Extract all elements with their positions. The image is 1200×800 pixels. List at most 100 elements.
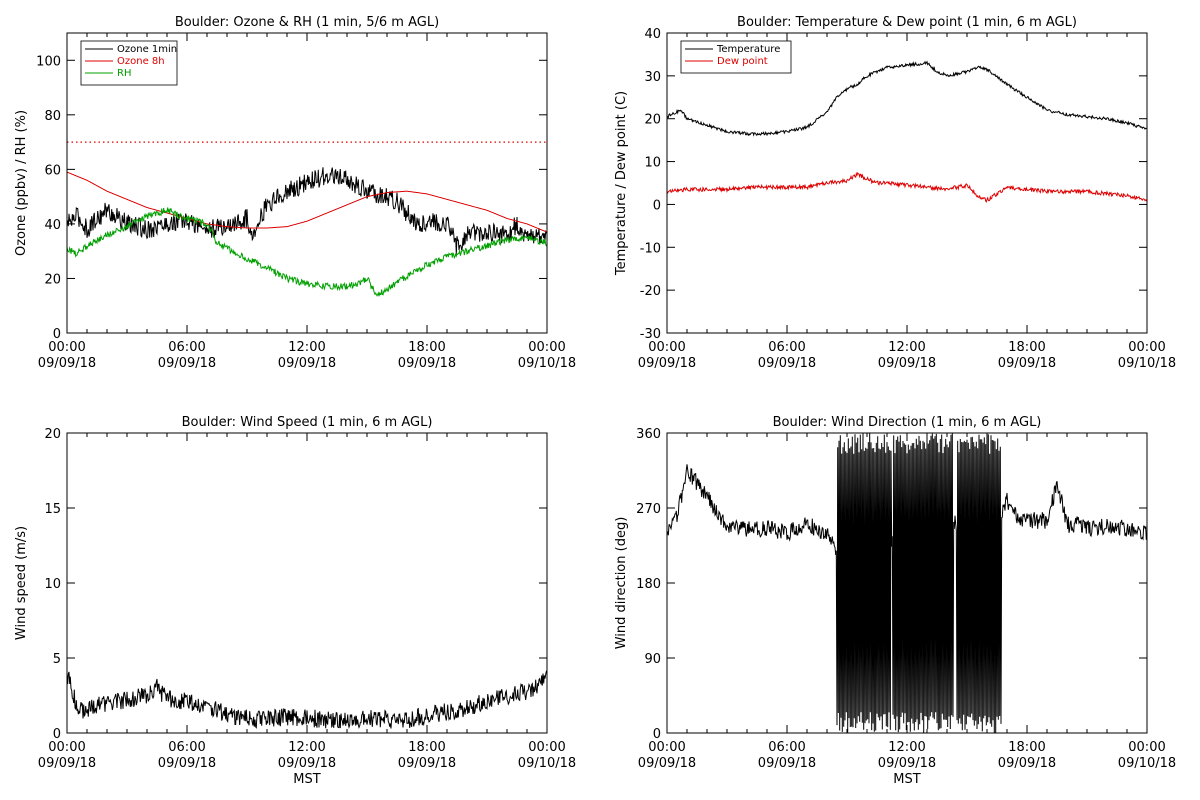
x-tick-date-label: 09/10/18 <box>1118 356 1176 371</box>
y-tick-label: 60 <box>44 163 61 178</box>
y-tick-label: 15 <box>44 502 61 517</box>
legend-label: RH <box>117 68 131 79</box>
x-tick-date-label: 09/09/18 <box>38 756 96 771</box>
x-tick-time-label: 00:00 <box>528 740 565 755</box>
x-tick-date-label: 09/10/18 <box>518 756 576 771</box>
chart-panel-4: Boulder: Wind Direction (1 min, 6 m AGL)… <box>614 415 1176 787</box>
legend-box <box>680 40 792 74</box>
plot-area <box>67 670 547 729</box>
legend-label: Temperature <box>716 44 780 55</box>
y-tick-label: 10 <box>44 577 61 592</box>
plot-frame <box>66 32 548 334</box>
series-line-1 <box>67 167 547 254</box>
legend-box <box>80 40 178 86</box>
x-tick-time-label: 12:00 <box>888 340 925 355</box>
x-tick-date-label: 09/09/18 <box>158 756 216 771</box>
y-tick-label: 0 <box>653 198 661 213</box>
x-tick-time-label: 06:00 <box>768 340 805 355</box>
series-line-1 <box>667 60 1147 137</box>
plot-frame <box>666 32 1148 334</box>
y-tick-label: 0 <box>53 327 61 342</box>
x-tick-time-label: 12:00 <box>888 740 925 755</box>
y-tick-label: 100 <box>36 54 61 69</box>
y-tick-label: 40 <box>44 218 61 233</box>
chart-title: Boulder: Wind Direction (1 min, 6 m AGL) <box>773 415 1042 430</box>
x-tick-date-label: 09/09/18 <box>278 756 336 771</box>
series-line-1 <box>67 670 547 729</box>
chart-title: Boulder: Wind Speed (1 min, 6 m AGL) <box>182 415 433 430</box>
x-tick-date-label: 09/09/18 <box>278 356 336 371</box>
x-tick-time-label: 12:00 <box>288 340 325 355</box>
x-tick-time-label: 18:00 <box>408 740 445 755</box>
x-tick-time-label: 00:00 <box>528 340 565 355</box>
x-tick-date-label: 09/09/18 <box>398 756 456 771</box>
y-tick-label: 90 <box>644 652 661 667</box>
x-tick-time-label: 18:00 <box>1008 340 1045 355</box>
y-tick-label: 0 <box>53 727 61 742</box>
x-tick-date-label: 09/09/18 <box>398 356 456 371</box>
y-tick-label: 0 <box>653 727 661 742</box>
y-tick-label: 270 <box>636 502 661 517</box>
x-tick-time-label: 18:00 <box>1008 740 1045 755</box>
chart-panel-2: Boulder: Temperature & Dew point (1 min,… <box>614 15 1176 371</box>
x-tick-date-label: 09/09/18 <box>998 356 1056 371</box>
x-tick-time-label: 00:00 <box>48 340 85 355</box>
x-tick-date-label: 09/09/18 <box>998 756 1056 771</box>
y-tick-label: 20 <box>44 427 61 442</box>
x-tick-time-label: 00:00 <box>1128 340 1165 355</box>
y-tick-label: 80 <box>44 109 61 124</box>
y-axis-label: Wind speed (m/s) <box>14 526 29 640</box>
x-tick-date-label: 09/09/18 <box>878 756 936 771</box>
x-tick-date-label: 09/10/18 <box>518 356 576 371</box>
y-tick-label: -30 <box>640 327 661 342</box>
y-tick-label: 20 <box>44 272 61 287</box>
y-tick-label: 360 <box>636 427 661 442</box>
y-tick-label: 180 <box>636 577 661 592</box>
x-axis-label: MST <box>893 772 920 787</box>
x-tick-date-label: 09/09/18 <box>758 756 816 771</box>
chart-title: Boulder: Temperature & Dew point (1 min,… <box>737 15 1077 30</box>
x-axis-label: MST <box>293 772 320 787</box>
legend-label: Dew point <box>717 56 768 67</box>
legend-label: Ozone 8h <box>117 56 165 67</box>
legend-label: Ozone 1min <box>117 44 177 55</box>
x-tick-time-label: 18:00 <box>408 340 445 355</box>
x-tick-time-label: 12:00 <box>288 740 325 755</box>
y-tick-label: 40 <box>644 27 661 42</box>
plot-frame <box>666 432 1148 734</box>
x-tick-date-label: 09/09/18 <box>38 356 96 371</box>
chart-panel-1: Boulder: Ozone & RH (1 min, 5/6 m AGL) Oz… <box>14 15 576 371</box>
y-axis-label: Wind direction (deg) <box>614 517 629 650</box>
x-tick-date-label: 09/10/18 <box>1118 756 1176 771</box>
x-tick-time-label: 00:00 <box>48 740 85 755</box>
chart-panel-3: Boulder: Wind Speed (1 min, 6 m AGL) Wind… <box>14 415 576 787</box>
x-tick-date-label: 09/09/18 <box>878 356 936 371</box>
y-tick-label: -20 <box>640 284 661 299</box>
plot-area <box>67 141 547 297</box>
x-tick-time-label: 06:00 <box>168 340 205 355</box>
x-tick-date-label: 09/09/18 <box>758 356 816 371</box>
x-tick-time-label: 00:00 <box>648 340 685 355</box>
y-tick-label: 10 <box>644 156 661 171</box>
y-axis-label: Ozone (ppbv) / RH (%) <box>14 110 29 256</box>
x-tick-time-label: 06:00 <box>768 740 805 755</box>
x-tick-time-label: 00:00 <box>1128 740 1165 755</box>
y-axis-label: Temperature / Dew point (C) <box>614 91 629 276</box>
y-tick-label: 20 <box>644 113 661 128</box>
x-tick-time-label: 00:00 <box>648 740 685 755</box>
plot-area <box>667 433 1147 733</box>
plot-frame <box>66 432 548 734</box>
series-line-1 <box>667 433 1147 733</box>
chart-title: Boulder: Ozone & RH (1 min, 5/6 m AGL) <box>175 15 439 30</box>
x-tick-date-label: 09/09/18 <box>158 356 216 371</box>
series-line-3 <box>67 207 547 297</box>
y-tick-label: 30 <box>644 70 661 85</box>
plot-area <box>667 60 1147 203</box>
y-tick-label: -10 <box>640 241 661 256</box>
x-tick-date-label: 09/09/18 <box>638 756 696 771</box>
series-line-2 <box>667 171 1147 203</box>
x-tick-time-label: 06:00 <box>168 740 205 755</box>
